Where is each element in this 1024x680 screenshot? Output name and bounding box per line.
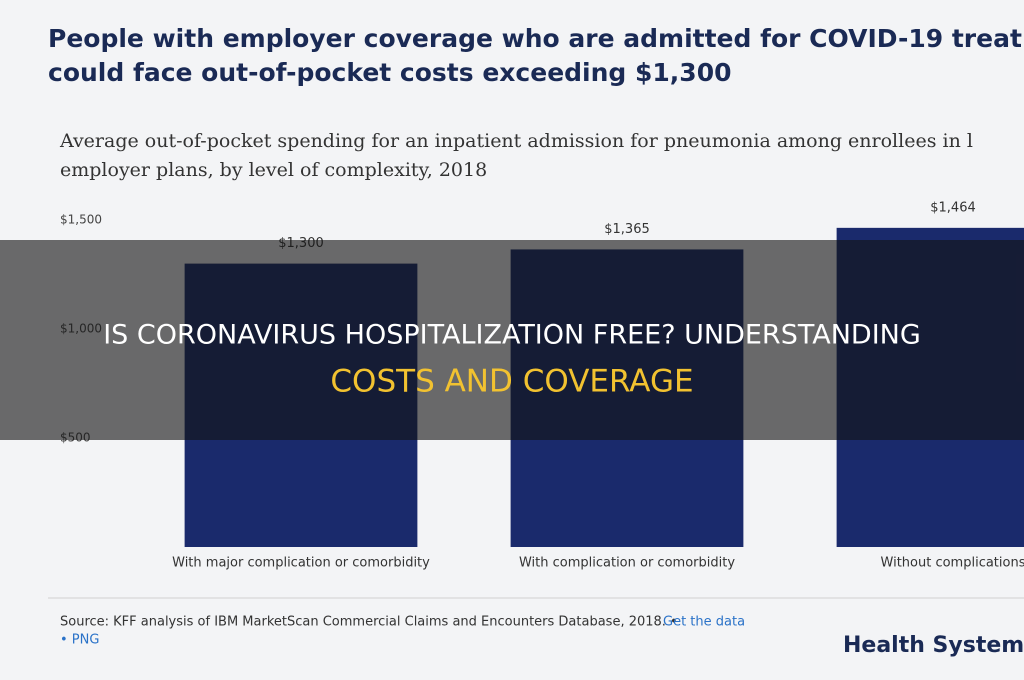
x-tick-label: With complication or comorbidity [519,556,735,571]
overlay-title: COSTS AND COVERAGE [330,364,693,400]
data-label: $1,464 [930,200,976,215]
chart-title: could face out-of-pocket costs exceeding… [48,58,731,87]
source-link[interactable]: • PNG [60,633,99,648]
x-tick-label: Without complications [881,556,1024,571]
overlay-title: IS CORONAVIRUS HOSPITALIZATION FREE? UND… [103,320,921,351]
chart-subtitle: employer plans, by level of complexity, … [60,159,487,181]
source: Source: KFF analysis of IBM MarketScan C… [60,615,678,630]
logo: Health System T [843,633,1024,658]
overlay-banner [0,240,1024,440]
data-label: $1,365 [604,222,650,237]
y-tick-label: $1,500 [60,213,102,227]
chart-subtitle: Average out-of-pocket spending for an in… [59,130,973,152]
chart-title: People with employer coverage who are ad… [48,24,1022,53]
x-tick-label: With major complication or comorbidity [172,556,430,571]
source-link[interactable]: Get the data [663,615,745,630]
